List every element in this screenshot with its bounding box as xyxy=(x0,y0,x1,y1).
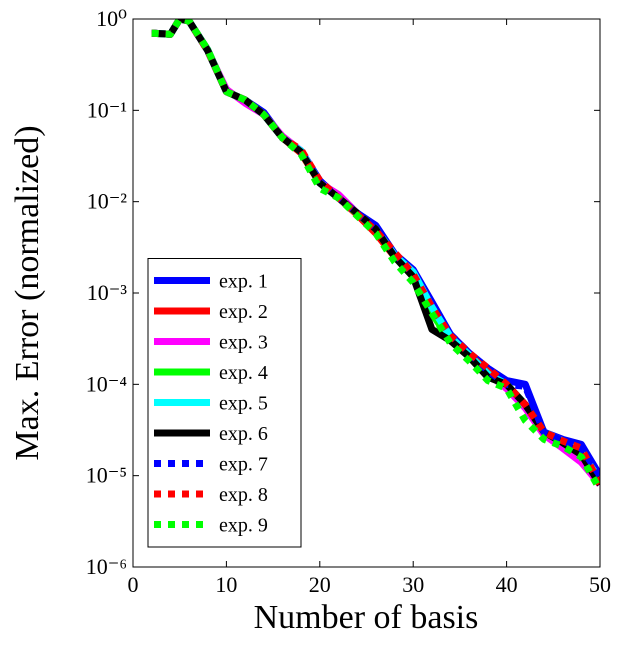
legend-label: exp. 9 xyxy=(219,515,268,537)
legend-box xyxy=(147,258,302,548)
y-tick-label: 10⁻³ xyxy=(87,280,128,305)
legend-label: exp. 8 xyxy=(219,484,268,506)
x-tick-label: 30 xyxy=(402,572,424,597)
legend-label: exp. 5 xyxy=(219,393,268,415)
plot-frame xyxy=(132,18,601,568)
x-tick-label: 40 xyxy=(496,572,518,597)
legend-label: exp. 7 xyxy=(219,454,268,476)
y-tick-label: 10⁻⁵ xyxy=(86,463,127,488)
plot-lines xyxy=(151,19,600,492)
y-axis-label: Max. Error (normalized) xyxy=(9,125,46,460)
y-tick-label: 10⁻⁶ xyxy=(86,554,127,579)
x-tick-label: 50 xyxy=(589,572,611,597)
x-tick-label: 20 xyxy=(309,572,331,597)
x-tick-label: 10 xyxy=(215,572,237,597)
y-tick-label: 10⁰ xyxy=(96,6,127,31)
legend-label: exp. 6 xyxy=(219,423,268,445)
y-tick-label: 10⁻⁴ xyxy=(86,371,128,396)
data-line xyxy=(151,19,600,492)
x-tick-label: 0 xyxy=(128,572,139,597)
y-tick-label: 10⁻¹ xyxy=(87,97,127,122)
legend-label: exp. 2 xyxy=(219,301,268,323)
y-tick-label: 10⁻² xyxy=(87,189,128,214)
legend: exp. 1 exp. 2 exp. 3 exp. 4 exp. 5 exp. 6 exp.… xyxy=(147,258,302,548)
x-axis-label: Number of basis xyxy=(254,599,479,636)
legend-label: exp. 4 xyxy=(219,362,268,384)
legend-label: exp. 3 xyxy=(219,332,268,354)
legend-label: exp. 1 xyxy=(219,271,268,293)
